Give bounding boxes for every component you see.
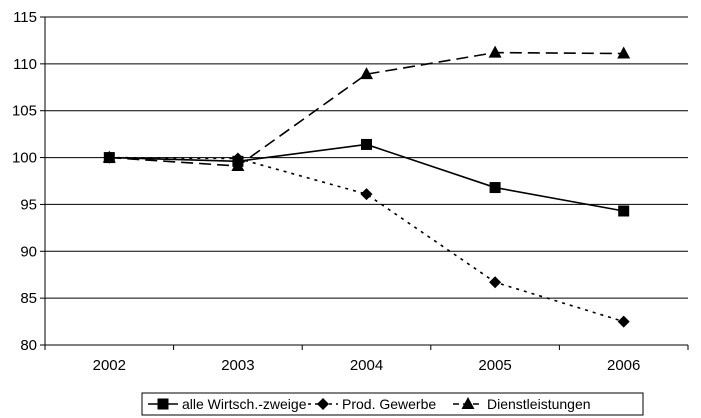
legend-marker [461,397,475,409]
y-tick-label: 100 [12,150,37,167]
series-line [109,143,624,212]
data-point [231,159,245,172]
y-tick-label: 95 [20,196,37,213]
y-tick-label: 85 [20,290,37,307]
series-line [109,51,624,167]
data-point [102,150,116,163]
y-tick-label: 90 [20,243,37,260]
data-point [231,152,244,165]
x-tick-label: 2003 [221,357,254,374]
y-tick-label: 105 [12,103,37,120]
legend-box [141,392,644,416]
series-diamond [103,151,630,328]
x-tick-label: 2002 [93,357,126,374]
legend-label: Prod. Gewerbe [342,396,436,412]
legend-marker [157,398,169,410]
data-point [618,205,630,217]
data-point [489,182,501,194]
legend-item: Dienstleistungen [453,396,591,412]
series-line [109,156,624,323]
data-point [488,45,502,58]
data-point [617,46,631,59]
data-point [617,315,630,328]
data-point [360,188,373,201]
x-tick-label: 2006 [607,357,640,374]
legend: alle Wirtsch.-zweige Prod. Gewerbe Dienstl… [141,392,644,416]
y-tick-label: 80 [20,337,37,354]
axes [44,17,688,346]
x-axis-ticks: 2002 2003 2004 2005 2006 [44,345,689,374]
legend-item: Prod. Gewerbe [308,396,436,412]
x-tick-label: 2004 [350,357,383,374]
legend-label: Dienstleistungen [487,396,591,412]
data-point [361,138,372,150]
data-point [360,67,373,80]
y-tick-label: 110 [13,56,37,73]
y-axis-ticks: 80 85 90 95 100 105 110 115 [12,9,45,354]
series-triangle [102,45,631,172]
legend-label: alle Wirtsch.-zweige [182,396,307,412]
series-group [102,45,631,328]
data-point [489,276,502,289]
x-tick-label: 2005 [478,357,511,374]
legend-marker [317,398,329,410]
y-tick-label: 115 [13,9,37,26]
legend-item: alle Wirtsch.-zweige [148,396,307,412]
